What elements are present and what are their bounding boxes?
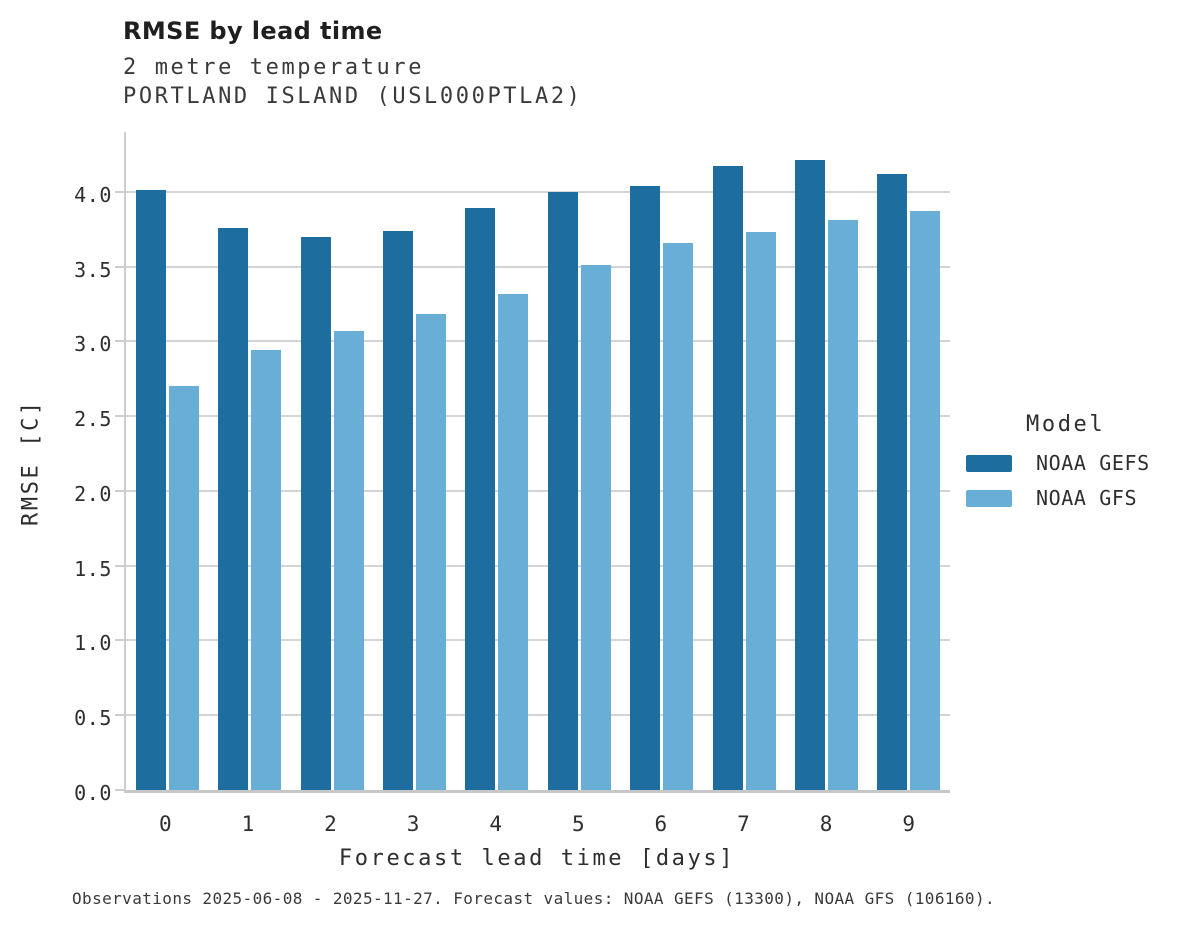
gridline-y-3.5 bbox=[126, 265, 950, 268]
x-tick-label-8: 8 bbox=[819, 812, 833, 836]
legend-item-noaa-gfs: NOAA GFS bbox=[966, 486, 1150, 510]
gridline-y-1.0 bbox=[126, 639, 950, 642]
legend-item-noaa-gefs: NOAA GEFS bbox=[966, 451, 1150, 475]
x-axis-label: Forecast lead time [days] bbox=[338, 846, 736, 871]
legend-label-noaa-gefs: NOAA GEFS bbox=[1036, 451, 1150, 475]
noaa-gefs-bar-day-0 bbox=[135, 190, 166, 790]
y-tick-label-0.0: 0.0 bbox=[74, 781, 112, 805]
x-tick-label-2: 2 bbox=[324, 812, 337, 836]
y-tick-label-2.5: 2.5 bbox=[74, 407, 112, 432]
bar-group-day-1 bbox=[208, 132, 290, 790]
noaa-gfs-bar-day-4 bbox=[498, 293, 529, 790]
y-tick-mark-0.5 bbox=[115, 714, 124, 717]
y-tick-label-2.0: 2.0 bbox=[74, 481, 112, 506]
x-tick-label-1: 1 bbox=[241, 812, 255, 836]
y-tick-mark-2.5 bbox=[115, 415, 124, 418]
noaa-gefs-bar-day-5 bbox=[547, 191, 578, 790]
y-tick-label-4.0: 4.0 bbox=[74, 182, 112, 207]
chart-header: RMSE by lead time 2 metre temperature PO… bbox=[123, 16, 583, 111]
noaa-gefs-bar-day-1 bbox=[218, 227, 249, 790]
gridline-y-4.0 bbox=[126, 190, 950, 193]
noaa-gfs-bar-day-5 bbox=[580, 265, 611, 790]
noaa-gfs-bar-day-7 bbox=[745, 232, 776, 790]
noaa-gfs-bar-day-0 bbox=[168, 386, 199, 790]
bar-group-day-5 bbox=[538, 132, 620, 790]
y-tick-mark-1.5 bbox=[115, 564, 124, 567]
noaa-gefs-bar-day-4 bbox=[465, 208, 496, 790]
x-tick-label-9: 9 bbox=[902, 812, 915, 836]
x-tick-label-0: 0 bbox=[158, 812, 172, 836]
y-tick-label-3.5: 3.5 bbox=[74, 257, 112, 282]
chart-title: RMSE by lead time bbox=[123, 17, 383, 45]
noaa-gefs-bar-day-3 bbox=[382, 230, 413, 790]
y-tick-mark-4.0 bbox=[115, 190, 124, 193]
bar-group-day-9 bbox=[868, 132, 950, 790]
y-tick-label-1.5: 1.5 bbox=[74, 556, 112, 581]
y-tick-mark-2.0 bbox=[115, 489, 124, 492]
noaa-gfs-bar-day-8 bbox=[827, 220, 858, 790]
x-tick-label-4: 4 bbox=[489, 812, 502, 836]
plot-area bbox=[115, 132, 950, 793]
chart-subtitle-station: PORTLAND ISLAND (USL000PTLA2) bbox=[123, 84, 583, 109]
chart-subtitle-variable: 2 metre temperature bbox=[123, 55, 425, 80]
x-tick-label-6: 6 bbox=[654, 812, 668, 836]
bar-group-day-7 bbox=[703, 132, 785, 790]
y-tick-mark-3.0 bbox=[115, 340, 124, 343]
legend-swatch-noaa-gfs bbox=[966, 489, 1012, 507]
noaa-gfs-bar-day-1 bbox=[251, 350, 282, 790]
legend: Model NOAA GEFS NOAA GFS bbox=[966, 412, 1150, 524]
grid-layer bbox=[115, 132, 950, 791]
noaa-gfs-bar-day-3 bbox=[415, 314, 446, 790]
bar-group-day-3 bbox=[373, 132, 455, 790]
gridline-y-3.0 bbox=[126, 340, 950, 343]
x-tick-label-7: 7 bbox=[737, 812, 750, 836]
noaa-gefs-bar-day-7 bbox=[712, 166, 743, 790]
bar-group-day-4 bbox=[456, 132, 538, 790]
x-tick-label-5: 5 bbox=[571, 812, 585, 836]
legend-swatch-noaa-gefs bbox=[966, 454, 1012, 472]
y-tick-mark-1.0 bbox=[115, 639, 124, 642]
legend-items: NOAA GEFS NOAA GFS bbox=[966, 451, 1150, 510]
noaa-gfs-bar-day-6 bbox=[663, 242, 694, 790]
y-tick-label-3.0: 3.0 bbox=[74, 332, 112, 357]
footer-caption: Observations 2025-06-08 - 2025-11-27. Fo… bbox=[72, 889, 996, 908]
bar-group-day-6 bbox=[620, 132, 702, 790]
noaa-gefs-bar-day-2 bbox=[300, 236, 331, 790]
gridline-y-1.5 bbox=[126, 564, 950, 567]
noaa-gefs-bar-day-6 bbox=[630, 185, 661, 790]
x-axis-tick-labels: 0 1 2 3 4 5 6 7 8 9 bbox=[124, 810, 950, 838]
noaa-gfs-bar-day-2 bbox=[333, 330, 364, 790]
gridline-y-2.5 bbox=[126, 415, 950, 418]
gridline-y-0.5 bbox=[126, 714, 950, 717]
y-tick-mark-3.5 bbox=[115, 265, 124, 268]
y-tick-label-1.0: 1.0 bbox=[74, 631, 112, 656]
bars-layer bbox=[126, 132, 950, 790]
noaa-gefs-bar-day-8 bbox=[794, 160, 825, 790]
bar-group-day-8 bbox=[785, 132, 867, 790]
gridline-y-2.0 bbox=[126, 489, 950, 492]
bar-group-day-2 bbox=[291, 132, 373, 790]
y-axis-label: RMSE [C] bbox=[18, 399, 44, 526]
legend-label-noaa-gfs: NOAA GFS bbox=[1036, 486, 1138, 510]
x-tick-label-3: 3 bbox=[406, 812, 420, 836]
y-tick-mark-0.0 bbox=[115, 789, 124, 791]
y-tick-label-0.5: 0.5 bbox=[74, 706, 112, 731]
legend-title: Model bbox=[1026, 412, 1106, 437]
noaa-gefs-bar-day-9 bbox=[877, 173, 908, 790]
noaa-gfs-bar-day-9 bbox=[910, 211, 941, 790]
bar-group-day-0 bbox=[126, 132, 208, 790]
